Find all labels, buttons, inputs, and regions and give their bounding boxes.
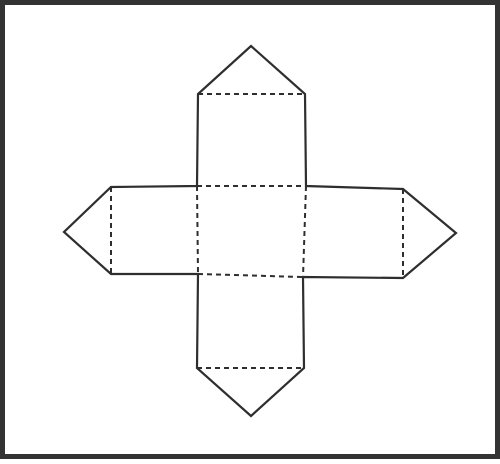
fold-line-right-base xyxy=(302,185,307,278)
fold-line-left-base xyxy=(196,185,199,275)
pyramid-net-diagram xyxy=(62,44,458,418)
net-outline xyxy=(62,44,458,418)
fold-line-bottom-base xyxy=(197,273,304,278)
